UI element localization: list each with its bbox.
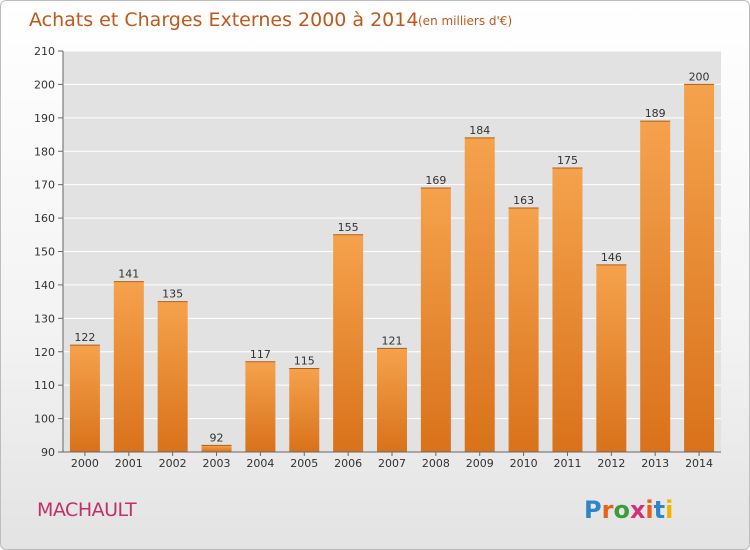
bars bbox=[69, 83, 715, 453]
logo-letter: t bbox=[654, 496, 665, 524]
logo-letter: x bbox=[630, 496, 646, 524]
data-label: 122 bbox=[74, 331, 95, 344]
y-tick-label: 90 bbox=[41, 446, 55, 459]
bar bbox=[201, 445, 232, 452]
bar bbox=[69, 345, 100, 452]
logo-letter: o bbox=[613, 496, 630, 524]
data-label: 169 bbox=[425, 174, 446, 187]
chart-unit-label: (en milliers d'€) bbox=[418, 14, 512, 28]
x-tick-label: 2000 bbox=[71, 457, 99, 470]
x-tick-label: 2011 bbox=[553, 457, 581, 470]
x-tick-label: 2001 bbox=[115, 457, 143, 470]
data-label: 175 bbox=[557, 154, 578, 167]
y-tick-label: 110 bbox=[34, 379, 55, 392]
x-tick-label: 2004 bbox=[246, 457, 274, 470]
y-tick-label: 200 bbox=[34, 78, 55, 91]
x-tick-label: 2009 bbox=[466, 457, 494, 470]
y-tick-label: 210 bbox=[34, 45, 55, 58]
y-tick-label: 150 bbox=[34, 246, 55, 259]
bar bbox=[508, 208, 539, 452]
data-label: 146 bbox=[601, 251, 622, 264]
data-label: 92 bbox=[210, 431, 224, 444]
x-tick-label: 2008 bbox=[422, 457, 450, 470]
bar bbox=[640, 121, 671, 453]
data-label: 184 bbox=[469, 124, 490, 137]
x-tick-label: 2013 bbox=[641, 457, 669, 470]
data-label: 200 bbox=[689, 70, 710, 83]
bar bbox=[113, 281, 144, 452]
bar bbox=[596, 264, 627, 452]
x-tick-label: 2010 bbox=[510, 457, 538, 470]
y-tick-label: 180 bbox=[34, 145, 55, 158]
logo-letter: i bbox=[645, 496, 653, 524]
y-tick-label: 130 bbox=[34, 312, 55, 325]
data-label: 121 bbox=[382, 334, 403, 347]
data-label: 117 bbox=[250, 348, 271, 361]
bar bbox=[552, 167, 583, 453]
x-tick-label: 2003 bbox=[203, 457, 231, 470]
bar bbox=[420, 188, 451, 452]
data-label: 141 bbox=[118, 268, 139, 281]
logo-letter: r bbox=[602, 496, 614, 524]
x-tick-label: 2002 bbox=[159, 457, 187, 470]
bar bbox=[333, 234, 364, 452]
bar bbox=[684, 84, 715, 453]
chart-title: Achats et Charges Externes 2000 à 2014 bbox=[29, 9, 418, 31]
data-label: 155 bbox=[338, 221, 359, 234]
x-tick-label: 2014 bbox=[685, 457, 713, 470]
y-tick-label: 120 bbox=[34, 346, 55, 359]
x-tick-label: 2007 bbox=[378, 457, 406, 470]
y-tick-label: 160 bbox=[34, 212, 55, 225]
y-tick-label: 100 bbox=[34, 413, 55, 426]
x-tick-label: 2012 bbox=[597, 457, 625, 470]
data-label: 115 bbox=[294, 354, 315, 367]
x-axis-ticks: 2000 2001 2002 2003 2004 2005 2006 2007 2008 2009… bbox=[71, 452, 713, 470]
bar bbox=[157, 301, 188, 452]
y-tick-label: 140 bbox=[34, 279, 55, 292]
bar bbox=[377, 348, 407, 452]
x-tick-label: 2006 bbox=[334, 457, 362, 470]
data-label: 163 bbox=[513, 194, 534, 207]
data-label: 189 bbox=[645, 107, 666, 120]
y-tick-label: 190 bbox=[34, 112, 55, 125]
proxiti-logo: Proxiti bbox=[584, 496, 673, 524]
bar bbox=[245, 361, 276, 452]
data-labels: 122 141 135 92 117 115 155 121 169 184 163 175 146 18… bbox=[74, 70, 709, 444]
bar bbox=[289, 368, 320, 452]
data-label: 135 bbox=[162, 288, 183, 301]
logo-letter: i bbox=[665, 496, 673, 524]
commune-name: MACHAULT bbox=[37, 499, 137, 521]
bar bbox=[464, 137, 495, 452]
logo-letter: P bbox=[584, 496, 602, 524]
y-tick-label: 170 bbox=[34, 179, 55, 192]
x-tick-label: 2005 bbox=[290, 457, 318, 470]
